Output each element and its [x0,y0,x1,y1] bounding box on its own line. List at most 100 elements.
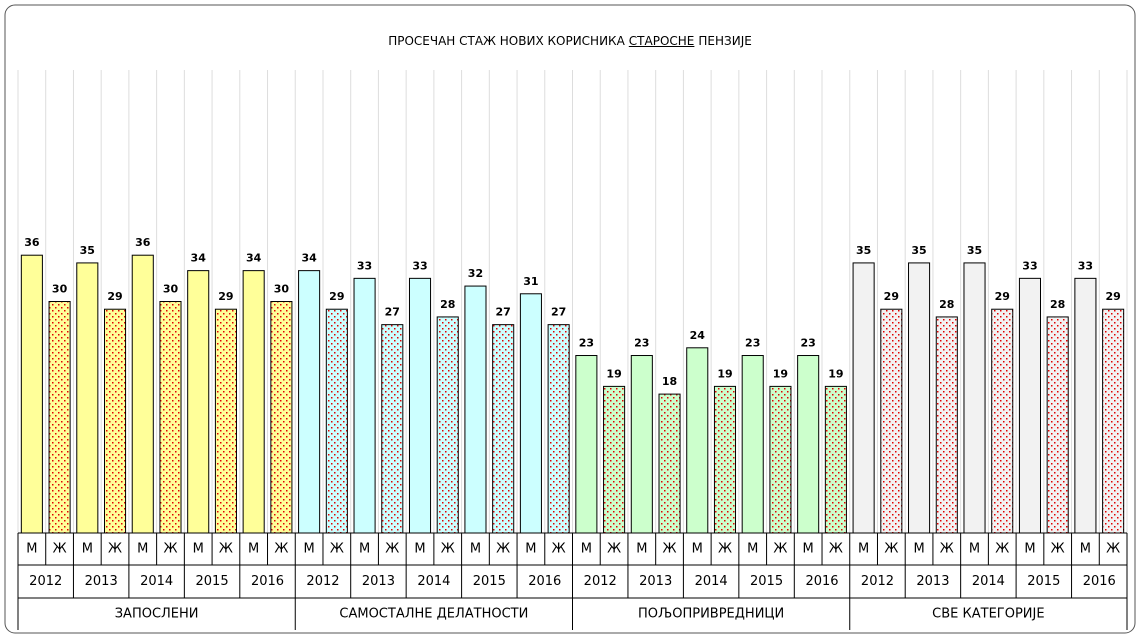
sex-label: Ж [552,542,566,557]
bar [935,316,958,534]
value-label: 19 [606,367,621,380]
sex-label: М [1080,542,1091,557]
year-label: 2014 [417,574,450,589]
bar [1102,308,1125,534]
sex-label: Ж [1106,542,1120,557]
bar [353,277,376,534]
bar [852,262,875,534]
bar [242,270,265,534]
bar [797,355,820,534]
value-label: 36 [24,236,40,249]
value-label: 27 [385,306,400,319]
bar [630,355,653,534]
sex-label: М [26,542,37,557]
value-label: 27 [551,306,566,319]
value-label: 29 [107,290,122,303]
bar [880,308,903,534]
sex-label: М [193,542,204,557]
value-label: 29 [329,290,344,303]
bar [658,393,681,534]
sex-label: Ж [718,542,732,557]
sex-label: М [137,542,148,557]
value-label: 30 [274,283,290,296]
value-label: 30 [52,283,68,296]
group-label: САМОСТАЛНЕ ДЕЛАТНОСТИ [339,607,528,622]
year-label: 2012 [306,574,339,589]
value-label: 19 [717,367,732,380]
year-label: 2015 [473,574,506,589]
value-label: 33 [1022,259,1037,272]
year-label: 2015 [196,574,229,589]
bar [908,262,931,534]
sex-label: Ж [53,542,67,557]
bar [76,262,99,534]
sex-label: Ж [330,542,344,557]
bar [991,308,1014,534]
bar [408,277,432,534]
bar [325,308,348,534]
sex-label: Ж [163,542,177,557]
sex-label: Ж [441,542,455,557]
value-label: 24 [690,329,706,342]
bar [1046,316,1069,534]
value-label: 33 [357,259,372,272]
value-label: 28 [1050,298,1065,311]
sex-label: Ж [773,542,787,557]
bar [519,293,542,534]
sex-label: М [414,542,425,557]
bar [492,324,515,534]
bar [20,254,43,534]
sex-label: Ж [829,542,843,557]
value-label: 35 [967,244,982,257]
sex-label: Ж [219,542,233,557]
group-label: ЗАПОСЛЕНИ [115,607,199,622]
value-label: 19 [828,367,843,380]
sex-label: Ж [385,542,399,557]
bar [187,270,210,534]
year-label: 2016 [251,574,284,589]
sex-label: Ж [108,542,122,557]
title-part: СТАРОСНЕ [628,34,695,48]
value-label: 28 [939,298,954,311]
year-label: 2012 [861,574,894,589]
value-label: 35 [911,244,926,257]
sex-label: М [913,542,924,557]
year-label: 2013 [362,574,395,589]
value-label: 36 [135,236,151,249]
value-label: 29 [884,290,899,303]
sex-label: М [747,542,758,557]
sex-label: Ж [663,542,677,557]
year-label: 2013 [639,574,672,589]
value-label: 32 [468,267,483,280]
sex-label: М [581,542,592,557]
value-label: 29 [995,290,1010,303]
value-label: 27 [496,306,511,319]
year-label: 2014 [695,574,728,589]
year-label: 2016 [1083,574,1116,589]
value-label: 23 [634,337,649,350]
sex-label: Ж [496,542,510,557]
year-label: 2016 [528,574,561,589]
year-label: 2012 [584,574,617,589]
bar [131,254,154,534]
sex-label: М [969,542,980,557]
bar [769,385,792,534]
value-label: 33 [412,259,427,272]
bar [159,301,182,534]
sex-label: Ж [995,542,1009,557]
title-part: ПЕНЗИЈЕ [698,34,752,48]
sex-label: Ж [607,542,621,557]
bar [1018,277,1041,534]
value-label: 23 [745,337,760,350]
bar [824,385,847,534]
year-label: 2015 [1027,574,1060,589]
value-label: 35 [80,244,95,257]
sex-label: М [359,542,370,557]
year-label: 2015 [750,574,783,589]
bar [547,324,570,534]
bar [214,308,237,534]
sex-label: М [1024,542,1035,557]
value-label: 29 [1105,290,1120,303]
